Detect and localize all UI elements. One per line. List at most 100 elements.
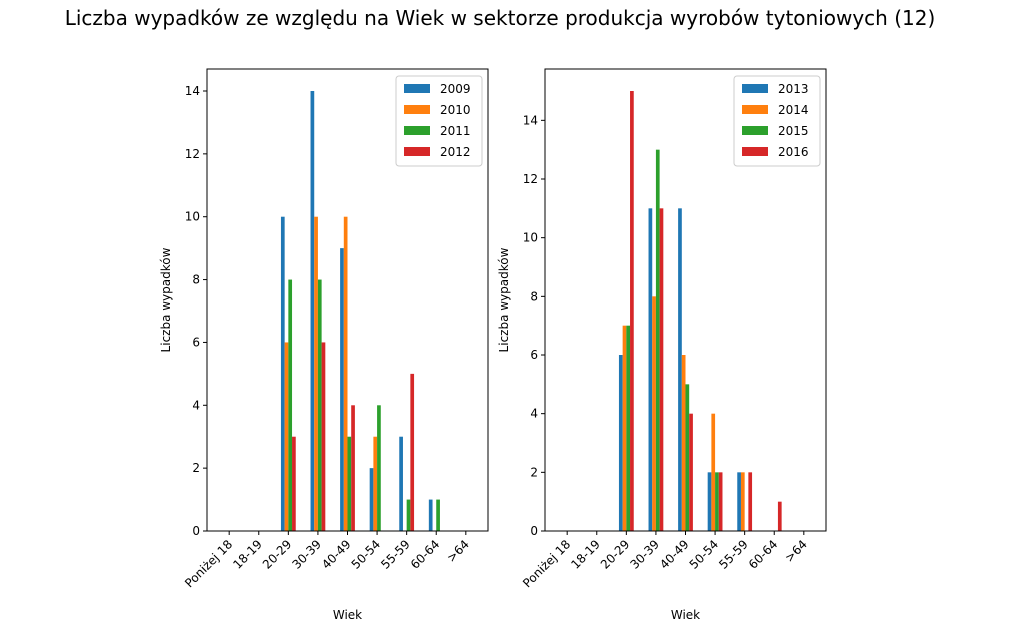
legend-swatch-2013 [742, 84, 768, 93]
bar-2013-6 [737, 472, 741, 531]
bar-2010-5 [373, 436, 378, 531]
legend-label-2014: 2014 [778, 103, 809, 117]
legend: 2009 2010 2011 2012 [395, 75, 483, 167]
x-tick-label: 55-59 [716, 537, 751, 572]
x-tick-label: 60-64 [746, 537, 781, 572]
legend-label-2016: 2016 [778, 145, 809, 159]
figure-title: Liczba wypadków ze względu na Wiek w sek… [64, 6, 936, 30]
bar-2013-2 [618, 355, 623, 531]
legend: 2013 2014 2015 2016 [733, 75, 821, 167]
x-tick-label: 55-59 [378, 537, 413, 572]
bar-2009-2 [280, 216, 285, 531]
y-tick-label: 4 [192, 398, 200, 412]
bar-2015-5 [715, 472, 719, 531]
legend-label-2009: 2009 [440, 82, 471, 96]
y-tick-label: 2 [530, 465, 538, 479]
bar-2011-6 [406, 499, 411, 531]
y-tick-label: 10 [523, 231, 538, 245]
right-chart-panel: 0 2 4 6 8 10 12 14 Poniżej 1818-1920-2930-3940-4… [497, 68, 827, 622]
y-tick-label: 12 [523, 172, 538, 186]
bar-2013-4 [678, 208, 682, 531]
legend-label-2015: 2015 [778, 124, 809, 138]
bar-2009-5 [369, 468, 374, 531]
x-tick-label: 20-29 [260, 537, 295, 572]
legend-label-2013: 2013 [778, 82, 809, 96]
legend-swatch-2015 [742, 126, 768, 135]
x-axis-label: Wiek [333, 608, 362, 622]
bar-2011-7 [436, 499, 440, 531]
bar-2014-4 [681, 355, 686, 531]
bar-2012-2 [292, 436, 296, 531]
legend-swatch-2011 [404, 126, 430, 135]
x-tick-label: 50-54 [687, 537, 722, 572]
bar-2015-4 [685, 384, 690, 531]
x-axis-label: Wiek [671, 608, 700, 622]
bar-2009-6 [399, 436, 403, 531]
bar-2011-5 [377, 405, 381, 531]
bar-2014-5 [711, 413, 716, 531]
y-tick-label: 8 [192, 273, 200, 287]
left-chart-panel: 0 2 4 6 8 10 12 14 Poniżej 1818-1920-2930-3940-4… [159, 68, 489, 622]
x-tick-label: 18-19 [230, 537, 265, 572]
y-tick-label: 6 [530, 348, 538, 362]
bar-2016-7 [777, 501, 782, 531]
x-tick-label: 40-49 [319, 537, 354, 572]
bar-2010-2 [284, 342, 289, 531]
bar-2011-2 [288, 279, 293, 531]
x-tick-label: >64 [782, 537, 810, 565]
y-tick-label: 8 [530, 289, 538, 303]
bar-2009-7 [428, 499, 433, 531]
bar-2013-3 [648, 208, 653, 531]
bar-2014-2 [622, 325, 627, 531]
bar-2016-3 [659, 208, 664, 531]
y-tick-label: 4 [530, 407, 538, 421]
y-tick-label: 6 [192, 335, 200, 349]
bar-2015-2 [626, 325, 631, 531]
bar-2015-3 [655, 149, 660, 532]
y-tick-label: 0 [530, 524, 538, 538]
bar-2014-6 [740, 472, 745, 531]
x-tick-label: 30-39 [289, 537, 324, 572]
y-tick-label: 12 [185, 147, 200, 161]
legend-swatch-2016 [742, 147, 768, 156]
bar-2014-3 [652, 296, 656, 531]
legend-label-2010: 2010 [440, 103, 471, 117]
x-tick-label: 30-39 [627, 537, 662, 572]
bar-2009-3 [310, 91, 315, 531]
x-tick-label: >64 [444, 537, 472, 565]
bar-2016-6 [748, 472, 753, 531]
legend-swatch-2014 [742, 105, 768, 114]
bar-2010-4 [343, 216, 348, 531]
y-axis-label: Liczba wypadków [159, 247, 173, 352]
bar-2011-3 [317, 279, 322, 531]
y-tick-label: 2 [192, 461, 200, 475]
x-tick-label: 20-29 [598, 537, 633, 572]
legend-box [733, 75, 821, 167]
bar-2016-5 [718, 472, 723, 531]
y-tick-label: 14 [523, 113, 538, 127]
bar-2012-3 [321, 342, 326, 531]
y-tick-label: 10 [185, 210, 200, 224]
bar-2013-5 [707, 472, 712, 531]
bar-2012-6 [410, 373, 415, 531]
y-axis-label: Liczba wypadków [497, 247, 511, 352]
y-tick-label: 14 [185, 84, 200, 98]
legend-swatch-2009 [404, 84, 430, 93]
legend-label-2012: 2012 [440, 145, 471, 159]
x-tick-label: 18-19 [568, 537, 603, 572]
x-tick-label: Poniżej 18 [520, 537, 573, 590]
legend-swatch-2010 [404, 105, 430, 114]
x-tick-label: Poniżej 18 [182, 537, 235, 590]
legend-box [395, 75, 483, 167]
bar-2012-4 [351, 405, 355, 531]
bar-2010-3 [314, 216, 318, 531]
y-tick-label: 0 [192, 524, 200, 538]
bar-2011-4 [347, 436, 352, 531]
x-tick-label: 60-64 [408, 537, 443, 572]
bar-2016-2 [630, 91, 634, 531]
legend-label-2011: 2011 [440, 124, 471, 138]
x-tick-label: 50-54 [349, 537, 384, 572]
legend-swatch-2012 [404, 147, 430, 156]
x-tick-label: 40-49 [657, 537, 692, 572]
